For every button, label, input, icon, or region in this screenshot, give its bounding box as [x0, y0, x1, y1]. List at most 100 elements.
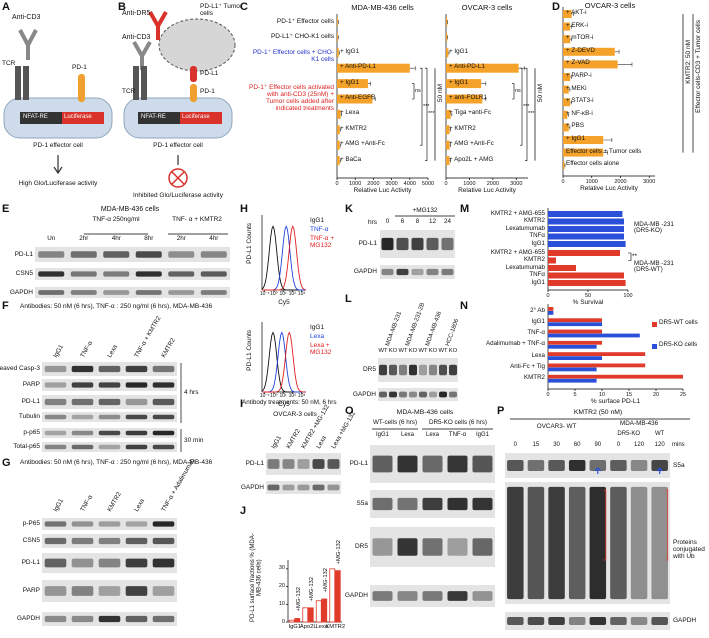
error-bar: [481, 81, 487, 86]
x-tick-label: 4000: [403, 180, 416, 187]
x-tick-label: 5: [573, 391, 577, 398]
band: [70, 290, 97, 295]
band: [429, 364, 437, 376]
label: NFAT-RE: [23, 114, 48, 120]
x-axis-label: Relative Luc Activity: [458, 187, 516, 194]
row-label: PD-L1: [349, 460, 368, 467]
x-tick-label: 2000: [486, 180, 499, 187]
lane-label: 120: [634, 442, 645, 448]
bar: [548, 329, 602, 334]
bar: [329, 568, 336, 623]
row-label: PARP: [22, 381, 40, 388]
band: [98, 444, 121, 450]
bar: [321, 598, 328, 623]
bar-annotation: +MG-132: [336, 539, 343, 564]
label: Antibody treatments: 50 nM, 6 hrs: [242, 399, 337, 406]
x-tick-label: 10⁻¹: [259, 393, 270, 399]
lane-label: KO: [428, 348, 438, 354]
bar: [302, 607, 309, 623]
band: [527, 460, 545, 471]
row-label: GAPDH: [353, 268, 377, 275]
significance-bracket: [412, 83, 415, 100]
lane-label: 90: [594, 442, 602, 448]
panel-letter: D: [552, 1, 560, 13]
category-label: Lexatumumab: [505, 263, 545, 271]
x-tick-label: 15: [625, 391, 633, 398]
bar: [337, 32, 338, 42]
label: PD-1⁺ Effector cells activated with anti…: [249, 83, 334, 113]
band: [98, 615, 121, 623]
band: [507, 460, 524, 471]
lane-label: IgG1: [375, 432, 390, 438]
label: PD-L1: [200, 70, 219, 77]
band: [589, 486, 607, 600]
bar: [548, 344, 597, 349]
bar: [548, 241, 626, 247]
label: PD-1⁺ Effector cells + CHO-K1 cells: [252, 48, 334, 63]
band: [71, 382, 94, 388]
bar-annotation: +MG-132: [309, 576, 316, 602]
band: [447, 591, 468, 601]
error-bar: [568, 87, 571, 92]
band: [399, 364, 407, 376]
x-tick-label: Apo2L: [299, 624, 317, 630]
band: [44, 521, 67, 527]
blot-title: KMTR2 (50 nM): [573, 409, 623, 416]
x-tick-label: 0: [444, 180, 448, 187]
bar: [337, 79, 368, 89]
row-label: GAPDH: [344, 592, 368, 599]
legend-label: Lexa + MG132: [310, 342, 332, 357]
tumor-cell: [158, 18, 236, 72]
bar: [548, 233, 624, 240]
bar: [548, 307, 554, 311]
tcr: [23, 66, 29, 100]
category-label: Anti-Fc + Tig: [510, 363, 545, 370]
category-label: + mTOR-i: [566, 34, 594, 42]
lane-label: 8: [415, 218, 420, 225]
band: [125, 615, 148, 623]
panel-letter: J: [240, 505, 247, 517]
category-label: Lexa: [531, 351, 545, 359]
blot: [42, 580, 177, 602]
significance-bracket: [525, 67, 528, 161]
band: [103, 271, 130, 277]
label: 4 hrs: [184, 389, 199, 396]
category-label: IgG1: [531, 278, 545, 286]
blot-title: OVCAR-3 cells: [273, 411, 317, 418]
panel-letter: O: [345, 405, 354, 417]
band: [422, 455, 443, 473]
category-label: + STAT3-i: [566, 97, 594, 105]
y-axis-label: PD-L1 surface fractions % (MDA-MB-436 ce…: [250, 533, 263, 623]
arrow: [53, 155, 63, 175]
band: [98, 430, 121, 436]
row-label: PD-L1: [358, 240, 377, 247]
band: [411, 268, 424, 276]
significance-bracket: [628, 252, 632, 261]
legend-label: Lexa: [310, 333, 325, 340]
category-label: + Anti-EGFR: [340, 94, 376, 101]
row-label: GAPDH: [240, 483, 264, 491]
band: [125, 430, 148, 436]
band: [449, 364, 457, 376]
band: [125, 521, 148, 527]
category-label: IgG1: [531, 239, 545, 247]
band: [396, 268, 409, 276]
band: [379, 364, 387, 376]
bar: [337, 63, 410, 73]
bar: [563, 85, 569, 94]
legend-label: IgG1: [310, 217, 325, 224]
band: [44, 382, 67, 388]
row-label: DR5: [354, 543, 368, 550]
band: [168, 251, 195, 258]
band: [267, 459, 280, 469]
band: [152, 615, 175, 623]
x-tick-label: 2000: [367, 180, 380, 187]
band: [589, 460, 607, 471]
x-axis-label: Cy5: [278, 299, 290, 306]
legend-label: DR5-WT cells: [659, 319, 698, 326]
error-bar: [567, 112, 569, 117]
row-label: PD-L1: [21, 398, 40, 405]
bar: [446, 32, 448, 42]
